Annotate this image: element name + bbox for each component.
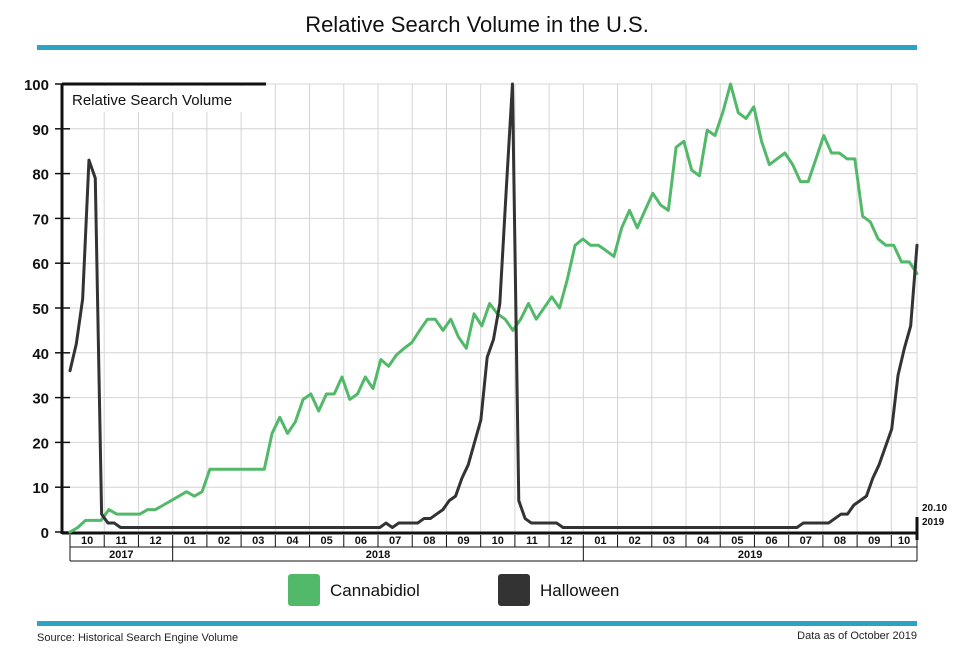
y-tick-label: 70 <box>32 211 49 228</box>
y-tick-label: 50 <box>32 301 49 318</box>
month-label: 01 <box>594 535 606 547</box>
month-label: 09 <box>868 535 880 547</box>
month-label: 04 <box>697 535 710 547</box>
month-label: 10 <box>898 535 910 547</box>
year-label: 2017 <box>109 549 133 561</box>
ylabel-background <box>66 86 266 112</box>
month-label: 08 <box>423 535 435 547</box>
month-label: 01 <box>184 535 196 547</box>
month-label: 02 <box>629 535 641 547</box>
month-label: 05 <box>321 535 333 547</box>
top-accent-bar <box>37 45 917 50</box>
month-label: 10 <box>81 535 93 547</box>
end-date-label: 20.10 2019 <box>915 503 947 540</box>
y-tick-label: 90 <box>32 122 49 139</box>
month-label: 05 <box>731 535 743 547</box>
month-label: 03 <box>663 535 675 547</box>
year-label: 2018 <box>366 549 390 561</box>
series-layer <box>68 82 919 534</box>
end-label-line: 2019 <box>922 517 945 528</box>
month-label: 11 <box>116 535 128 547</box>
month-label: 11 <box>526 535 538 547</box>
y-axis-label: Relative Search Volume <box>72 92 232 109</box>
y-tick-label: 20 <box>32 435 49 452</box>
source-note: Source: Historical Search Engine Volume <box>37 632 239 644</box>
month-label: 08 <box>834 535 846 547</box>
month-label: 12 <box>149 535 161 547</box>
data-asof-note: Data as of October 2019 <box>797 630 917 642</box>
month-label: 10 <box>492 535 504 547</box>
axis-layer: 0 10 20 30 40 50 60 70 80 90 100 <box>24 77 917 542</box>
legend-swatch-cannabidiol <box>288 574 320 606</box>
month-label: 07 <box>389 535 401 547</box>
y-tick-label: 10 <box>32 480 49 497</box>
y-tick-label: 0 <box>41 525 49 542</box>
y-tick-label: 100 <box>24 77 49 94</box>
legend-label-cannabidiol: Cannabidiol <box>330 581 420 600</box>
end-label-line: 20.10 <box>922 503 947 514</box>
month-label: 04 <box>286 535 299 547</box>
series-line-cannabidiol <box>68 82 919 534</box>
chart-title: Relative Search Volume in the U.S. <box>305 12 649 37</box>
month-label: 06 <box>355 535 367 547</box>
y-tick-label: 60 <box>32 256 49 273</box>
legend-label-halloween: Halloween <box>540 581 619 600</box>
y-tick-label: 40 <box>32 346 49 363</box>
legend-swatch-halloween <box>498 574 530 606</box>
grid-layer <box>70 83 918 532</box>
month-label: 07 <box>800 535 812 547</box>
month-label: 06 <box>765 535 777 547</box>
y-tick-label: 80 <box>32 167 49 184</box>
bottom-accent-bar <box>37 621 917 626</box>
y-tick-label: 30 <box>32 391 49 408</box>
series-line-halloween <box>68 82 919 530</box>
x-axis-band: 10 11 12 01 02 03 04 05 06 07 08 09 10 11 12 01 02 03 04 05… <box>69 535 918 562</box>
month-label: 09 <box>457 535 469 547</box>
month-label: 12 <box>560 535 572 547</box>
year-label: 2019 <box>738 549 762 561</box>
legend: Cannabidiol Halloween <box>288 574 619 606</box>
month-label: 03 <box>252 535 264 547</box>
month-label: 02 <box>218 535 230 547</box>
